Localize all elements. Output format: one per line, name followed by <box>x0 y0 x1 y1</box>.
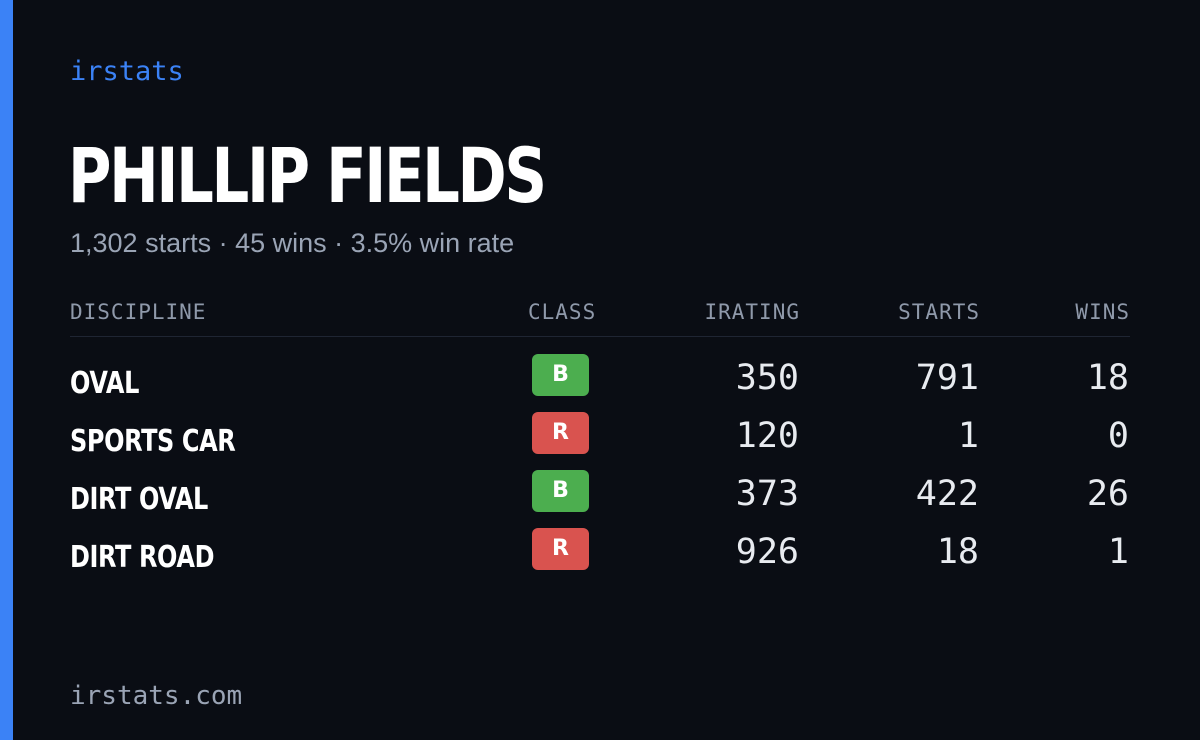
footer-url[interactable]: irstats.com <box>70 681 243 711</box>
stats-table: DISCIPLINE CLASS IRATING STARTS WINS OVA… <box>70 298 1130 586</box>
wins-value: 18 <box>1086 358 1129 398</box>
class-badge: R <box>532 528 589 570</box>
discipline-name: DIRT OVAL <box>70 482 208 517</box>
class-badge: B <box>532 470 589 512</box>
irating-value: 926 <box>735 532 799 572</box>
starts-value: 18 <box>936 532 979 572</box>
discipline-name: SPORTS CAR <box>70 424 236 459</box>
discipline-name: DIRT ROAD <box>70 540 215 575</box>
table-row: OVAL B 350 791 18 <box>70 354 1130 412</box>
class-badge: R <box>532 412 589 454</box>
table-header: DISCIPLINE CLASS IRATING STARTS WINS <box>70 298 1130 337</box>
irating-value: 120 <box>735 416 799 456</box>
table-row: DIRT OVAL B 373 422 26 <box>70 470 1130 528</box>
table-body: OVAL B 350 791 18 SPORTS CAR R 120 1 0 D… <box>70 337 1130 586</box>
irating-value: 373 <box>735 474 799 514</box>
driver-name: PHILLIP FIELDS <box>68 131 547 220</box>
table-row: DIRT ROAD R 926 18 1 <box>70 528 1130 586</box>
header-starts: STARTS <box>898 300 980 324</box>
discipline-name: OVAL <box>70 366 139 401</box>
starts-value: 1 <box>957 416 979 456</box>
wins-value: 26 <box>1086 474 1129 514</box>
wins-value: 0 <box>1107 416 1129 456</box>
starts-value: 791 <box>915 358 979 398</box>
accent-bar <box>0 0 13 740</box>
table-row: SPORTS CAR R 120 1 0 <box>70 412 1130 470</box>
starts-value: 422 <box>915 474 979 514</box>
header-irating: IRATING <box>704 300 800 324</box>
irating-value: 350 <box>735 358 799 398</box>
header-wins: WINS <box>1075 300 1130 324</box>
driver-summary: 1,302 starts · 45 wins · 3.5% win rate <box>70 228 515 258</box>
class-badge: B <box>532 354 589 396</box>
wins-value: 1 <box>1107 532 1129 572</box>
header-class: CLASS <box>528 300 597 324</box>
brand-logo[interactable]: irstats <box>70 56 184 87</box>
header-discipline: DISCIPLINE <box>70 300 207 324</box>
